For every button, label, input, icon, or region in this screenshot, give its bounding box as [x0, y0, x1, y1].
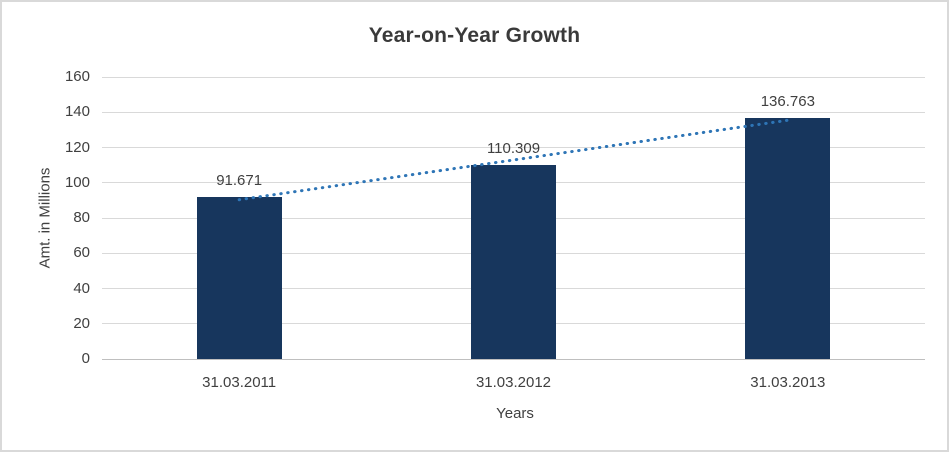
gridline [102, 111, 925, 113]
data-label: 110.309 [486, 139, 541, 157]
x-category-label: 31.03.2012 [475, 374, 552, 391]
x-category-label: 31.03.2013 [750, 374, 826, 391]
bar-31.03.2011 [196, 197, 282, 359]
bar-31.03.2012 [471, 164, 556, 359]
x-axis-title: Years [496, 405, 534, 422]
plot-area: 0 20 40 60 80 100 120 140 160 91.671 31.03.2011 110… [65, 68, 925, 391]
y-tick-label: 160 [64, 68, 90, 85]
y-tick-label: 80 [73, 209, 90, 226]
y-tick-label: 120 [64, 138, 90, 156]
y-tick-label: 100 [64, 173, 90, 191]
bar-31.03.2013 [745, 117, 831, 359]
y-tick-label: 0 [81, 350, 90, 367]
y-tick-label: 140 [64, 103, 90, 121]
data-label: 136.763 [760, 92, 815, 110]
gridline [102, 76, 925, 78]
y-tick-label: 40 [73, 279, 90, 297]
y-tick-label: 20 [73, 314, 90, 332]
data-label: 91.671 [216, 172, 263, 190]
x-category-label: 31.03.2011 [202, 374, 277, 391]
y-tick-label: 60 [73, 244, 90, 262]
chart-title: Year-on-Year Growth [368, 24, 581, 47]
x-axis-line [102, 358, 925, 360]
